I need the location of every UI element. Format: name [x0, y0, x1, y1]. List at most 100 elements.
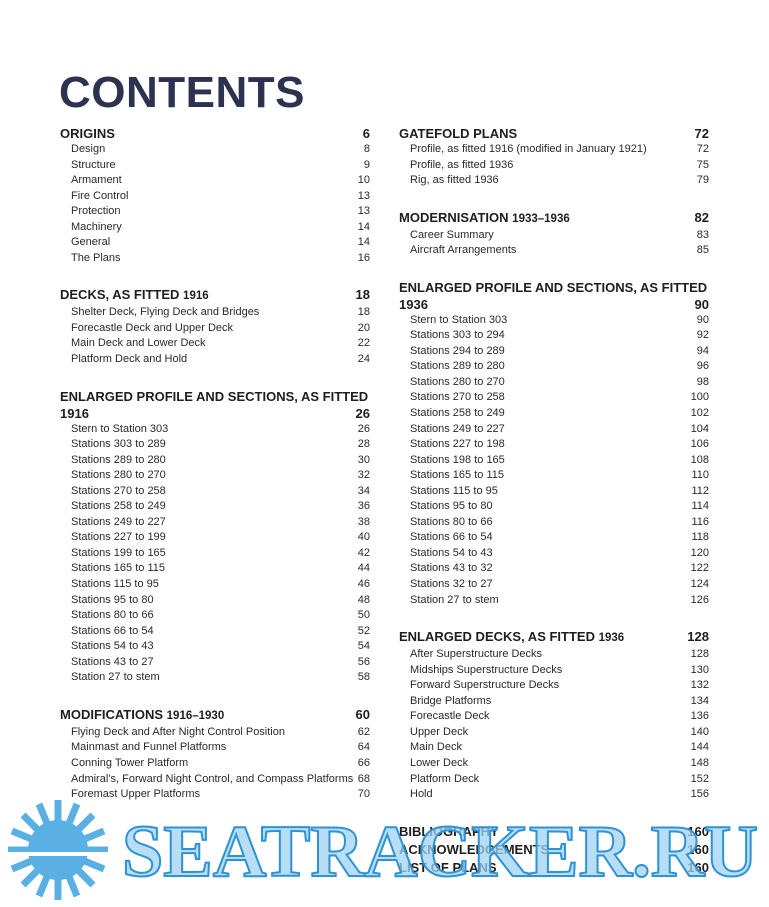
heading-row: GATEFOLD PLANS 72 [399, 125, 709, 142]
entry-page: 58 [357, 671, 370, 684]
heading-suffix: 1936 [399, 296, 428, 312]
entry-page: 10 [357, 174, 370, 187]
entry-page: 98 [696, 375, 709, 388]
entry-page: 8 [363, 143, 370, 155]
entry-row: Stations 43 to 27 56 [60, 655, 370, 671]
entry-row: Stations 289 to 280 96 [399, 359, 709, 375]
entry-page: 13 [357, 205, 370, 218]
entry-label: Structure [71, 158, 116, 171]
heading-suffix: 1936 [598, 632, 625, 645]
entry-label: Stations 303 to 289 [71, 438, 166, 451]
entry-label: Rig, as fitted 1936 [410, 174, 499, 187]
section-page: 90 [694, 296, 709, 312]
entry-row: Stations 66 to 54 118 [399, 530, 709, 546]
watermark-text: SEATRACKER.RU [122, 811, 758, 893]
entry-row: Forward Superstructure Decks 132 [399, 678, 709, 694]
entry-row: Upper Deck 140 [399, 725, 709, 741]
entry-page: 40 [357, 531, 370, 544]
entry-row: The Plans 16 [60, 251, 370, 267]
entry-page: 140 [690, 725, 709, 738]
entry-label: Stations 54 to 43 [410, 546, 493, 559]
entry-row: Stations 115 to 95 112 [399, 484, 709, 500]
entry-row: Stations 165 to 115 110 [399, 468, 709, 484]
entry-label: Stations 80 to 66 [410, 515, 493, 528]
title: CONTENTS [59, 68, 305, 117]
entry-page: 46 [357, 578, 370, 591]
entry-page: 132 [690, 679, 709, 692]
section-heading: MODIFICATIONS [60, 706, 164, 722]
entry-page: 36 [357, 500, 370, 513]
section-heading: BIBLIOGRAPHY [399, 823, 499, 839]
entry-label: Profile, as fitted 1916 (modified in Jan… [410, 143, 647, 155]
entry-page: 20 [357, 321, 370, 334]
heading-suffix: 1916 [183, 290, 209, 303]
entry-page: 50 [357, 609, 370, 622]
entry-page: 100 [690, 391, 709, 404]
entry-page: 9 [363, 158, 370, 171]
section-page: 160 [687, 823, 709, 839]
entry-row: Stations 66 to 54 52 [60, 624, 370, 640]
section-page: 26 [355, 405, 370, 421]
entry-page: 22 [357, 337, 370, 350]
entry-row: Stations 280 to 270 98 [399, 375, 709, 391]
entry-label: Stations 165 to 115 [71, 562, 165, 575]
entry-row: Protection 13 [60, 204, 370, 220]
heading-row: ORIGINS 6 [60, 125, 370, 142]
entry-page: 44 [357, 562, 370, 575]
entry-page: 122 [690, 562, 709, 575]
heading-group: ORIGINS [60, 125, 115, 142]
entry-label: Stern to Station 303 [71, 422, 169, 435]
entry-row: Stations 32 to 27 124 [399, 577, 709, 593]
section-page: 60 [355, 706, 370, 722]
entry-label: Stations 303 to 294 [410, 329, 505, 342]
entry-row: Main Deck and Lower Deck 22 [60, 336, 370, 352]
entry-label: Stations 280 to 270 [410, 375, 505, 388]
entry-page: 30 [357, 453, 370, 466]
entry-label: Stations 165 to 115 [410, 469, 504, 482]
entry-page: 66 [357, 756, 370, 769]
entry-row: Bridge Platforms 134 [399, 694, 709, 710]
heading-group: DECKS, AS FITTED 1916 [60, 286, 209, 305]
entry-label: Career Summary [410, 228, 494, 241]
entry-page: 116 [691, 515, 709, 528]
entry-page: 108 [690, 453, 709, 466]
entry-row: Stations 115 to 95 46 [60, 577, 370, 593]
entry-row: Foremast Upper Platforms 70 [60, 787, 370, 803]
entry-label: Stations 115 to 95 [71, 578, 159, 591]
entry-page: 14 [357, 236, 370, 249]
entry-row: Stations 227 to 198 106 [399, 437, 709, 453]
section-page: 18 [355, 287, 370, 303]
entry-label: Profile, as fitted 1936 [410, 158, 514, 171]
entry-label: Stations 258 to 249 [71, 500, 166, 513]
entry-page: 32 [357, 469, 370, 482]
entry-row: Shelter Deck, Flying Deck and Bridges 18 [60, 305, 370, 321]
entry-row: Stern to Station 303 26 [60, 422, 370, 438]
entry-row: Stations 280 to 270 32 [60, 468, 370, 484]
entry-label: Bridge Platforms [410, 694, 492, 707]
entry-label: Platform Deck [410, 772, 480, 785]
entry-page: 148 [690, 756, 709, 769]
entry-page: 102 [690, 407, 709, 420]
entry-page: 75 [696, 158, 709, 171]
heading-row: MODIFICATIONS 1916–1930 60 [60, 706, 370, 725]
section-page: 128 [687, 629, 709, 645]
section-heading: ENLARGED DECKS, AS FITTED [399, 629, 595, 645]
entry-row: Station 27 to stem 126 [399, 593, 709, 609]
entry-page: 92 [696, 329, 709, 342]
entry-label: Conning Tower Platform [71, 756, 189, 769]
entry-label: Stations 294 to 289 [410, 344, 505, 357]
entry-label: Stations 249 to 227 [71, 515, 166, 528]
entry-row: After Superstructure Decks 128 [399, 647, 709, 663]
entry-row: Platform Deck 152 [399, 772, 709, 788]
entry-page: 156 [690, 788, 709, 801]
heading-group: MODERNISATION 1933–1936 [399, 209, 570, 228]
entry-row: Mainmast and Funnel Platforms 64 [60, 740, 370, 756]
entry-row: Stations 270 to 258 34 [60, 484, 370, 500]
heading-group: ACKNOWLEDGEMENTS [399, 841, 549, 858]
entry-label: Station 27 to stem [410, 593, 499, 606]
heading-group: LIST OF PLANS [399, 859, 497, 876]
section-heading: MODERNISATION [399, 209, 509, 225]
section: MODERNISATION 1933–1936 82 Career Summary 8… [399, 209, 709, 259]
entry-page: 83 [696, 228, 709, 241]
entry-label: The Plans [71, 251, 121, 264]
